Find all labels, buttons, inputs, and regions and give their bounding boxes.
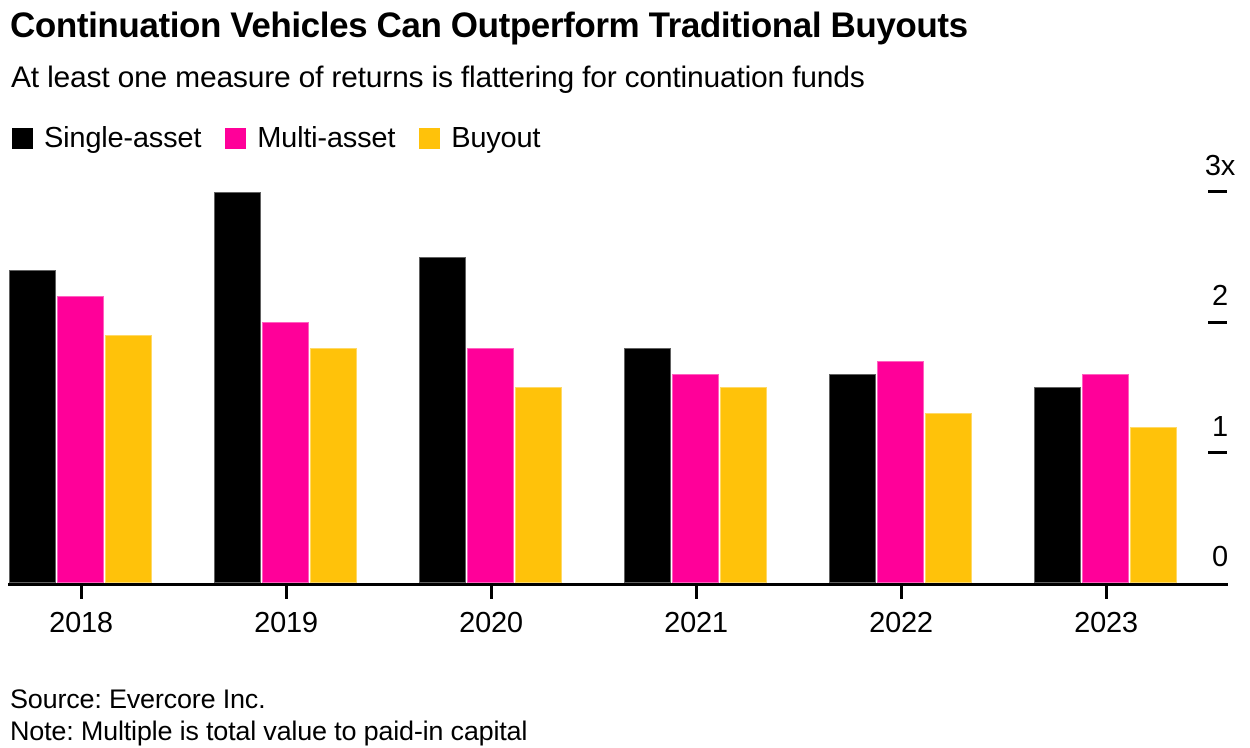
- bar-multi-asset-2020: [467, 348, 514, 583]
- y-axis-label-2: 2: [1212, 280, 1228, 313]
- bar-buyout-2020: [515, 387, 562, 583]
- bar-multi-asset-2018: [57, 296, 104, 583]
- bar-multi-asset-2023: [1082, 374, 1129, 583]
- y-axis-tick-3: [1208, 190, 1227, 194]
- x-axis-tick-2019: [284, 585, 288, 599]
- y-axis-tick-1: [1208, 451, 1227, 455]
- x-axis-tick-2023: [1104, 585, 1108, 599]
- bar-buyout-2021: [720, 387, 767, 583]
- legend-label-buyout: Buyout: [451, 122, 541, 154]
- legend-swatch-single-asset: [12, 128, 33, 149]
- x-axis-tick-2018: [79, 585, 83, 599]
- chart-title: Continuation Vehicles Can Outperform Tra…: [10, 6, 968, 45]
- bar-single-asset-2018: [9, 270, 56, 583]
- y-axis-label-0: 0: [1212, 541, 1228, 573]
- x-axis-label-2023: 2023: [1074, 607, 1138, 639]
- legend-item-buyout: Buyout: [419, 122, 540, 155]
- bar-single-asset-2023: [1034, 387, 1081, 583]
- legend-item-single-asset: Single-asset: [12, 122, 201, 155]
- chart-subtitle: At least one measure of returns is flatt…: [11, 61, 865, 94]
- x-axis-label-2022: 2022: [869, 607, 933, 639]
- x-axis-label-2021: 2021: [664, 607, 728, 639]
- legend-label-multi-asset: Multi-asset: [257, 122, 396, 154]
- bar-multi-asset-2021: [672, 374, 719, 583]
- bar-single-asset-2022: [829, 374, 876, 583]
- x-axis-label-2020: 2020: [459, 607, 523, 639]
- bar-multi-asset-2022: [877, 361, 924, 583]
- legend-item-multi-asset: Multi-asset: [225, 122, 395, 155]
- bar-multi-asset-2019: [262, 322, 309, 583]
- y-axis-label-1: 1: [1212, 410, 1228, 443]
- bar-single-asset-2019: [214, 192, 261, 583]
- x-axis-tick-2020: [489, 585, 493, 599]
- note-text: Note: Multiple is total value to paid-in…: [10, 715, 528, 746]
- bar-single-asset-2021: [624, 348, 671, 583]
- x-axis-line: [8, 583, 1228, 586]
- x-axis-tick-2022: [899, 585, 903, 599]
- bar-single-asset-2020: [419, 257, 466, 583]
- y-axis-tick-2: [1208, 320, 1227, 324]
- legend-swatch-buyout: [419, 128, 441, 149]
- chart-footer: Source: Evercore Inc. Note: Multiple is …: [10, 684, 527, 747]
- bar-buyout-2018: [105, 335, 152, 583]
- x-axis-label-2018: 2018: [49, 607, 113, 639]
- legend-label-single-asset: Single-asset: [44, 122, 202, 154]
- bar-buyout-2019: [310, 348, 357, 583]
- source-text: Source: Evercore Inc.: [10, 684, 266, 714]
- x-axis-tick-2021: [694, 585, 698, 599]
- legend: Single-asset Multi-asset Buyout: [12, 122, 540, 155]
- y-axis-label-3x: 3x: [1204, 149, 1236, 182]
- legend-swatch-multi-asset: [225, 128, 247, 149]
- x-axis-label-2019: 2019: [254, 607, 318, 639]
- bar-buyout-2022: [925, 413, 972, 583]
- bar-buyout-2023: [1130, 427, 1177, 583]
